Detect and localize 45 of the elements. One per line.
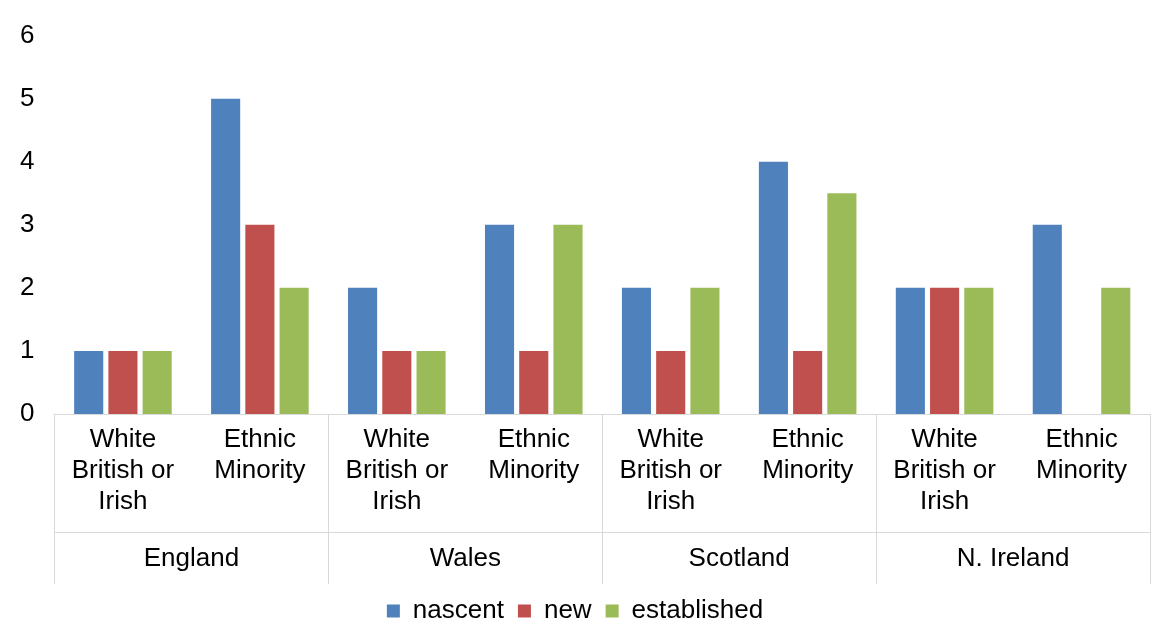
bar — [1101, 287, 1131, 414]
x-tick-label: White British or Irish — [71, 422, 175, 516]
bar — [895, 287, 925, 414]
bar — [827, 193, 857, 414]
bar — [519, 350, 549, 414]
bar — [690, 287, 720, 414]
bar — [758, 161, 788, 414]
bar — [382, 350, 412, 414]
bar — [621, 287, 652, 414]
bar — [348, 287, 378, 414]
y-tick-label: 4 — [19, 144, 35, 175]
x-tick-label: Ethnic Minority — [488, 422, 580, 484]
bar — [793, 350, 823, 414]
x-tick-label: Ethnic Minority — [762, 422, 854, 484]
y-tick-label: 0 — [19, 397, 35, 428]
bar — [416, 350, 446, 414]
bar — [1032, 224, 1062, 414]
x-tick-label: Ethnic Minority — [214, 422, 306, 484]
bar — [484, 224, 515, 414]
x-tick-label: White British or Irish — [893, 422, 997, 516]
x-tick-label: Ethnic Minority — [1036, 422, 1128, 484]
bar — [279, 287, 309, 414]
x-tick-label: White British or Irish — [345, 422, 449, 516]
bar — [211, 98, 241, 414]
bar — [74, 350, 104, 414]
y-tick-label: 3 — [19, 207, 35, 238]
text: Wales — [429, 542, 501, 573]
bar — [108, 350, 138, 414]
y-tick-label: 2 — [19, 271, 35, 302]
x-tick-label: White British or Irish — [619, 422, 723, 516]
legend-label: new — [543, 594, 592, 625]
y-tick-label: 1 — [19, 334, 35, 365]
bar — [142, 350, 172, 414]
text: N. Ireland — [956, 542, 1070, 573]
legend-label: established — [631, 594, 764, 625]
bar — [930, 287, 960, 414]
bar — [964, 287, 994, 414]
y-tick-label: 6 — [19, 18, 35, 49]
legend-label: nascent — [412, 594, 505, 625]
text: Scotland — [688, 542, 790, 573]
text: England — [143, 542, 240, 573]
bar — [245, 224, 275, 414]
y-tick-label: 5 — [19, 81, 35, 112]
bar — [553, 224, 583, 414]
bar — [656, 350, 686, 414]
